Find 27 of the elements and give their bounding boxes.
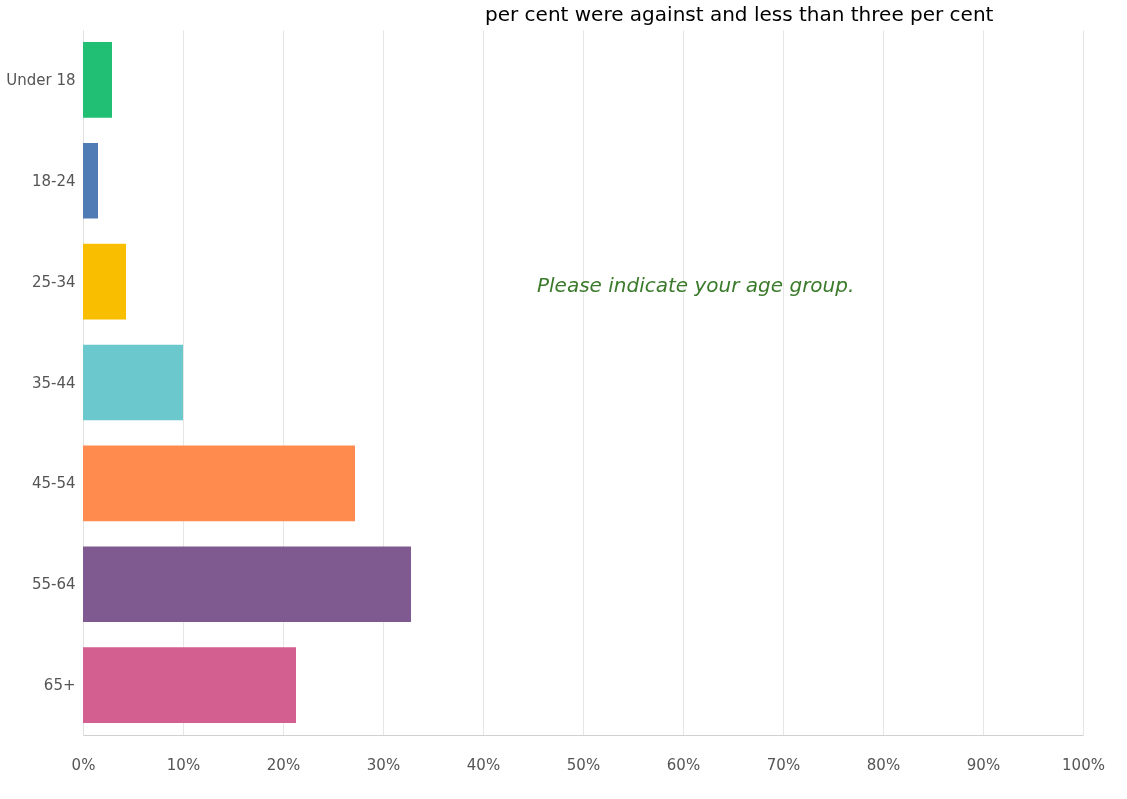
x-tick-label: 40% [466,755,501,774]
x-tick-label: 10% [166,755,201,774]
bar [83,142,98,219]
y-tick-label: 45-54 [31,474,76,493]
bar [83,445,355,522]
bar [83,546,411,623]
y-tick-label: 55-64 [31,575,76,594]
bar [83,344,183,421]
y-tick-label: 18-24 [31,171,76,190]
x-tick-label: 20% [266,755,301,774]
x-tick-label: 60% [666,755,701,774]
bar [83,42,112,118]
y-tick-label: Under 18 [6,70,76,89]
bar [83,647,296,723]
x-tick-label: 70% [766,755,801,774]
x-tick-label: 80% [866,755,901,774]
x-tick-label: 30% [366,755,401,774]
x-tick-label: 0% [71,755,96,774]
x-tick-label: 50% [566,755,601,774]
y-tick-label: 65+ [43,676,76,695]
x-tick-label: 100% [1062,755,1105,774]
y-tick-label: 25-34 [31,272,76,291]
bar [83,243,126,320]
x-tick-label: 90% [966,755,1001,774]
annotation: Please indicate your age group. [537,273,855,297]
y-tick-label: 35-44 [31,373,76,392]
text: per cent were against and less than three per cent [485,2,994,26]
